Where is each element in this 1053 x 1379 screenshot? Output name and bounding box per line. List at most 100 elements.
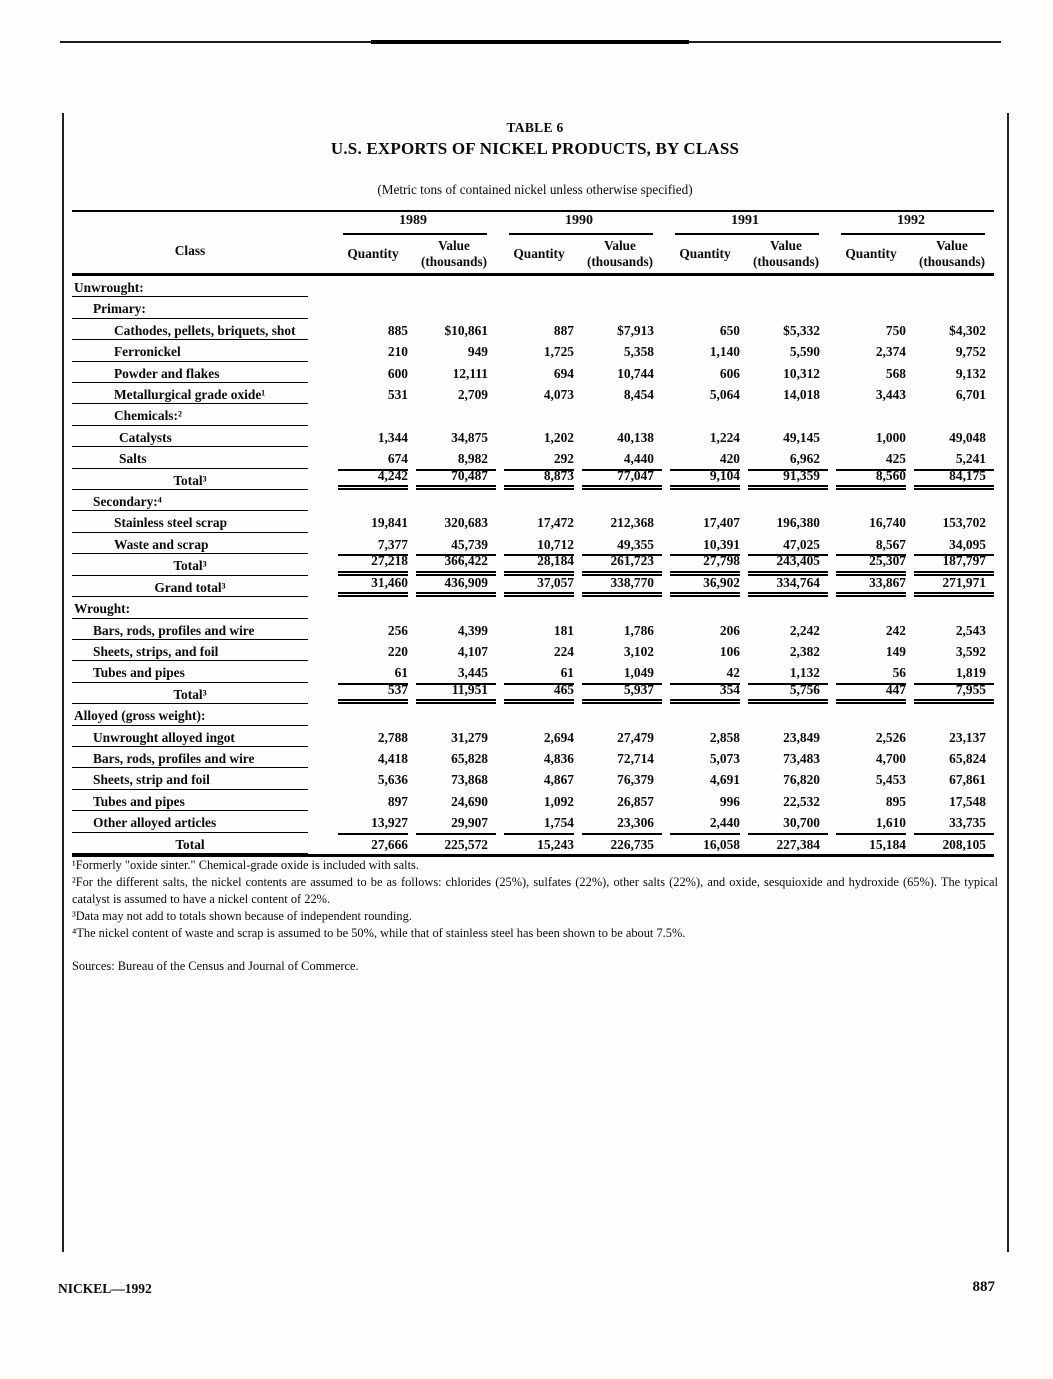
value-cell: 91,359 — [748, 468, 828, 491]
value-cell: 33,735 — [949, 815, 986, 831]
footnote-1: ¹Formerly "oxide sinter." Chemical-grade… — [72, 858, 419, 872]
quantity-cell: 1,224 — [709, 429, 740, 445]
table-row: Tubes and pipes 897 24,690 1,092 26,857 996 22… — [72, 790, 994, 812]
value-cell: 212,368 — [610, 515, 654, 531]
value-cell: 14,018 — [783, 387, 820, 403]
table-number: TABLE 6 — [506, 120, 564, 135]
value-cell: 10,744 — [617, 365, 654, 381]
quantity-cell: 4,242 — [338, 468, 408, 491]
quantity-cell — [670, 276, 740, 297]
table-header: 1989 1990 1991 1992 Class — [72, 210, 994, 276]
value-cell: 12,111 — [452, 365, 488, 381]
quantity-cell — [338, 297, 408, 318]
row-label: Grand total³ — [72, 576, 308, 598]
quantity-cell — [504, 276, 574, 297]
year-group-1991: 1991 — [662, 212, 828, 235]
quantity-cell: 1,725 — [543, 344, 574, 360]
quantity-cell: 1,754 — [543, 815, 574, 831]
table-row: Catalysts 1,344 34,875 1,202 40,138 1,224 49,1… — [72, 426, 994, 448]
value-header-line1: Value — [438, 237, 470, 253]
table-row: Other alloyed articles 13,927 29,907 1,754 2… — [72, 811, 994, 833]
row-label: Bars, rods, profiles and wire — [72, 619, 308, 640]
quantity-cell: 27,798 — [670, 554, 740, 576]
quantity-cell — [836, 490, 906, 511]
quantity-cell: 568 — [885, 365, 906, 381]
value-cell: 6,701 — [955, 387, 986, 403]
value-cell — [748, 597, 828, 618]
row-label-text: Secondary:⁴ — [93, 494, 162, 510]
row-label-text: Bars, rods, profiles and wire — [93, 622, 255, 638]
quantity-cell: 106 — [719, 643, 740, 659]
row-label-text: Other alloyed articles — [93, 815, 217, 831]
quantity-cell: 3,443 — [875, 387, 906, 403]
value-cell: 40,138 — [617, 429, 654, 445]
value-cell — [416, 297, 496, 318]
quantity-cell: 15,243 — [504, 832, 574, 854]
value-cell: 3,592 — [955, 643, 986, 659]
table-row: Secondary:⁴ — [72, 490, 994, 512]
row-label-text: Tubes and pipes — [93, 665, 185, 681]
value-cell: 5,590 — [789, 344, 820, 360]
row-label: Total³ — [72, 554, 308, 576]
page-title: U.S. EXPORTS OF NICKEL PRODUCTS, BY CLAS… — [330, 139, 740, 158]
value-cell: 8,982 — [457, 451, 488, 467]
quantity-cell: 42 — [726, 665, 740, 681]
page-frame-right-rule — [1007, 113, 1009, 1252]
row-label: Total — [72, 833, 308, 854]
table-row: Chemicals:² — [72, 404, 994, 426]
quantity-cell: 1,344 — [377, 429, 408, 445]
quantity-cell: 56 — [892, 665, 906, 681]
value-cell — [748, 490, 828, 511]
value-cell — [416, 276, 496, 297]
value-cell — [748, 276, 828, 297]
row-label-text: Total — [175, 836, 205, 852]
value-header: Value (thousands) — [578, 238, 662, 271]
row-label: Unwrought: — [72, 276, 308, 298]
row-label: Tubes and pipes — [72, 661, 308, 683]
table-row: Total³ 4,242 70,487 8,873 77,047 9,104 91,359 8… — [72, 468, 994, 491]
value-cell — [748, 297, 828, 318]
quantity-cell: 5,064 — [709, 387, 740, 403]
quantity-cell: 4,418 — [377, 750, 408, 766]
quantity-cell — [338, 597, 408, 618]
quantity-cell: 425 — [885, 451, 906, 467]
quantity-cell: 7,377 — [377, 536, 408, 552]
table-row: Unwrought alloyed ingot 2,788 31,279 2,694 2… — [72, 726, 994, 747]
value-cell: 47,025 — [783, 536, 820, 552]
value-cell — [748, 404, 828, 425]
quantity-header: Quantity — [679, 246, 731, 261]
footnote-3: ³Data may not add to totals shown becaus… — [72, 909, 412, 923]
value-cell: 77,047 — [582, 468, 662, 491]
row-label: Other alloyed articles — [72, 811, 308, 833]
table-row: Total³ 537 11,951 465 5,937 354 5,756 447 7,955 — [72, 682, 994, 705]
col-headers-1989: Quantity Value (thousands) — [330, 238, 496, 271]
quantity-cell: 606 — [719, 365, 740, 381]
row-label: Waste and scrap — [72, 533, 308, 555]
footnote-4: ⁴The nickel content of waste and scrap i… — [72, 926, 686, 940]
value-cell: 31,279 — [451, 729, 488, 745]
value-cell — [416, 704, 496, 725]
sources-line: Sources: Bureau of the Census and Journa… — [72, 959, 359, 973]
value-cell: 73,483 — [783, 750, 820, 766]
quantity-cell: 10,712 — [537, 536, 574, 552]
col-headers-1992: Quantity Value (thousands) — [828, 238, 994, 271]
quantity-cell: 33,867 — [836, 575, 906, 598]
value-cell: 72,714 — [617, 750, 654, 766]
value-cell: 9,132 — [955, 365, 986, 381]
quantity-cell — [338, 276, 408, 297]
quantity-cell — [338, 704, 408, 725]
header-spacer — [72, 212, 330, 235]
table-row: Ferronickel 210 949 1,725 5,358 1,140 5,590 2,3… — [72, 340, 994, 362]
value-cell: 49,048 — [949, 429, 986, 445]
quantity-cell: 10,391 — [703, 536, 740, 552]
value-cell: 9,752 — [955, 344, 986, 360]
value-cell: 10,312 — [783, 365, 820, 381]
table-row: Powder and flakes 600 12,111 694 10,744 606 10… — [72, 362, 994, 384]
quantity-cell — [504, 297, 574, 318]
row-label-text: Total³ — [173, 686, 207, 702]
quantity-cell — [670, 597, 740, 618]
quantity-cell — [338, 404, 408, 425]
quantity-cell — [504, 704, 574, 725]
quantity-cell: 61 — [394, 665, 408, 681]
value-cell: 271,971 — [914, 575, 994, 598]
